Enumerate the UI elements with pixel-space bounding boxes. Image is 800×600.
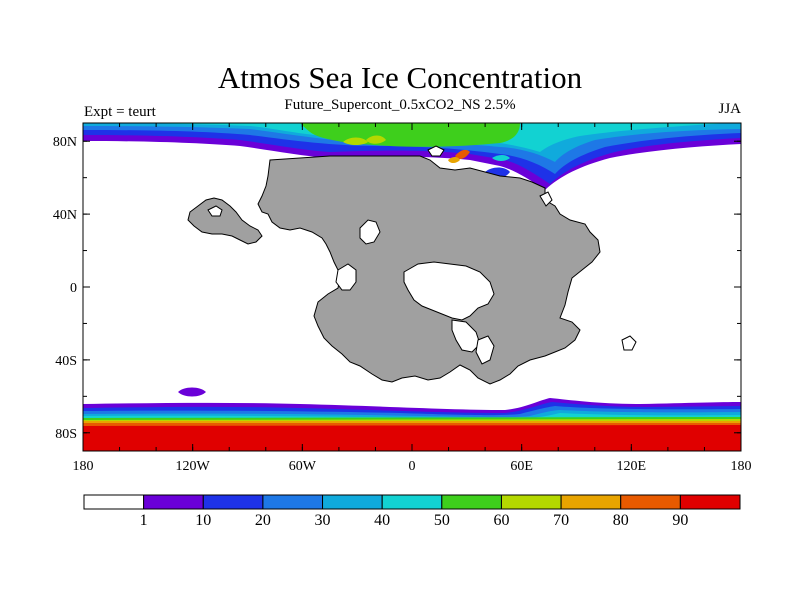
x-tick-label: 180 (731, 459, 752, 474)
colorbar-swatch (83, 494, 145, 510)
supercontinent (187, 145, 637, 385)
x-tick-label: 0 (409, 459, 416, 474)
colorbar-swatch (620, 494, 681, 510)
colorbar-swatch (262, 494, 324, 510)
colorbar-swatch (381, 494, 443, 510)
southern-sea-ice (83, 387, 741, 451)
y-tick-label: 0 (70, 281, 77, 296)
colorbar-swatch (679, 494, 741, 510)
map-subtitle: Future_Supercont_0.5xCO2_NS 2.5% (284, 97, 516, 113)
x-tick-label: 60E (510, 459, 533, 474)
colorbar-swatch (500, 494, 562, 510)
colorbar: 1 10 20 30 40 50 60 70 80 90 (83, 494, 741, 529)
colorbar-swatch (143, 494, 204, 510)
colorbar-label: 10 (195, 512, 211, 529)
x-tick-label: 60W (289, 459, 317, 474)
map-plot-area (83, 123, 741, 451)
colorbar-label: 40 (374, 512, 390, 529)
colorbar-swatch (441, 494, 502, 510)
x-tick-label: 120E (617, 459, 647, 474)
colorbar-label: 20 (255, 512, 271, 529)
ice-patch (178, 387, 206, 397)
y-tick-label: 80N (53, 135, 77, 150)
x-axis-ticks: 180 120W 60W 0 60E 120E 180 (73, 123, 752, 474)
colorbar-label: 90 (672, 512, 688, 529)
colorbar-swatch (560, 494, 622, 510)
colorbar-label: 70 (553, 512, 569, 529)
y-axis-ticks: 80N 40N 0 40S 80S (53, 135, 741, 442)
colorbar-label: 60 (493, 512, 509, 529)
season-label: JJA (718, 101, 741, 117)
experiment-label: Expt = teurt (84, 104, 156, 120)
colorbar-swatch (202, 494, 264, 510)
colorbar-label: 30 (315, 512, 331, 529)
colorbar-swatch (322, 494, 383, 510)
x-tick-label: 120W (176, 459, 211, 474)
colorbar-label: 50 (434, 512, 450, 529)
y-tick-label: 80S (55, 427, 77, 442)
x-tick-label: 180 (73, 459, 94, 474)
y-tick-label: 40S (55, 354, 77, 369)
minor-ticks (82, 123, 742, 451)
y-tick-label: 40N (53, 208, 77, 223)
colorbar-label: 80 (613, 512, 629, 529)
colorbar-label: 1 (140, 512, 148, 529)
map-title: Atmos Sea Ice Concentration (217, 60, 583, 95)
